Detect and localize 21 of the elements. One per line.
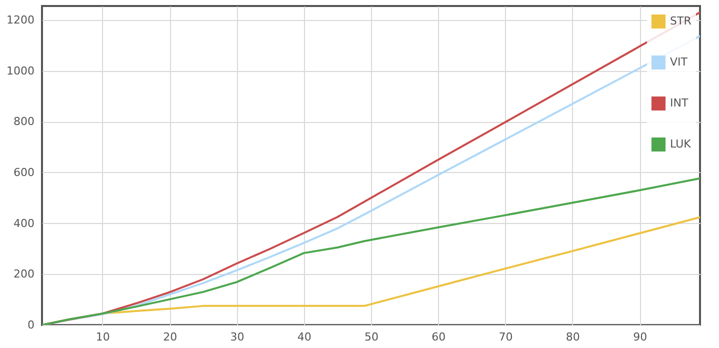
- x-tick-label: 30: [230, 330, 244, 344]
- x-tick-label: 90: [633, 330, 648, 344]
- y-tick-label: 0: [28, 318, 34, 332]
- x-tick-label: 60: [432, 330, 446, 344]
- y-tick-label: 600: [14, 166, 34, 179]
- legend-label: STR: [670, 14, 692, 28]
- y-tick-label: 800: [14, 115, 34, 128]
- x-tick-label: 70: [498, 330, 513, 344]
- y-tick-label: 1200: [6, 13, 34, 26]
- x-tick-label: 50: [364, 330, 378, 344]
- x-tick-label: 40: [297, 330, 312, 344]
- x-tick-label: 80: [566, 330, 580, 344]
- y-tick-label: 1000: [6, 64, 34, 78]
- x-tick-label: 20: [163, 330, 178, 344]
- x-tick-label: 10: [96, 330, 110, 344]
- legend-label: LUK: [670, 138, 692, 150]
- legend-label: VIT: [670, 56, 688, 68]
- y-tick-label: 400: [14, 216, 34, 230]
- y-tick-label: 200: [14, 268, 34, 281]
- line-series: [42, 177, 700, 325]
- legend-label: INT: [670, 96, 688, 110]
